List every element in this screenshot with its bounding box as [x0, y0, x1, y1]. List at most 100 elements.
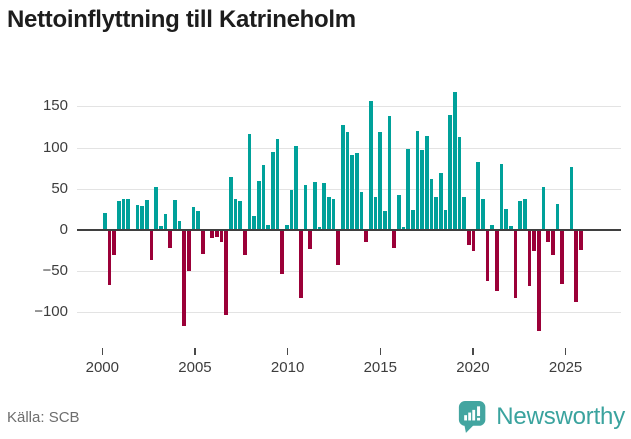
bar-2025q2	[574, 230, 579, 302]
bar-2002q2	[145, 199, 149, 230]
bar-2001q1	[121, 198, 126, 230]
bar-2017q1	[420, 150, 425, 230]
bar-2019q3	[467, 230, 471, 245]
bar-2003q4	[173, 199, 177, 230]
bar-2023q1	[532, 230, 537, 252]
bar-2014q3	[373, 197, 378, 230]
bar-2004q4	[191, 206, 196, 230]
bar-2004q3	[187, 230, 191, 272]
bar-2009q3	[280, 230, 285, 275]
bar-2014q2	[369, 100, 373, 230]
bar-2023q3	[541, 187, 546, 230]
x-tick	[194, 348, 196, 355]
bar-2016q1	[401, 226, 406, 230]
bar-2023q2	[537, 230, 541, 332]
y-axis-label: 100	[42, 138, 68, 156]
bar-2002q1	[140, 206, 145, 230]
bar-2010q2	[294, 146, 299, 230]
bar-2009q2	[275, 139, 280, 230]
bar-2019q2	[462, 197, 467, 230]
bar-2018q1	[439, 173, 443, 230]
x-axis-label: 2000	[85, 359, 119, 376]
bar-2012q3	[336, 230, 341, 265]
bar-2019q4	[471, 230, 476, 251]
bar-2005q2	[201, 230, 205, 254]
bar-2003q3	[168, 230, 173, 249]
x-tick	[101, 348, 104, 355]
gridline	[77, 312, 621, 314]
bar-2024q2	[555, 203, 560, 230]
bar-2013q3	[355, 153, 359, 230]
bar-2000q3	[112, 230, 117, 255]
bar-2014q4	[378, 132, 383, 230]
x-axis-label: 2005	[178, 359, 212, 376]
bar-2000q2	[107, 230, 112, 286]
bar-2004q1	[177, 220, 182, 230]
bar-2025q3	[579, 230, 583, 250]
bar-2010q1	[289, 190, 294, 230]
bar-2002q3	[149, 230, 154, 260]
bar-2002q4	[154, 187, 159, 230]
bar-2008q3	[261, 164, 266, 230]
bar-2012q4	[341, 124, 345, 230]
bar-2005q1	[196, 211, 201, 230]
bar-2009q4	[285, 225, 289, 230]
bar-2020q1	[476, 161, 481, 230]
bar-2010q4	[303, 184, 308, 230]
gridline	[77, 106, 621, 108]
bar-2021q1	[495, 230, 499, 291]
bar-2016q3	[411, 210, 415, 230]
y-axis-label: 50	[51, 179, 68, 197]
bar-2003q2	[163, 214, 168, 230]
bar-2000q1	[103, 212, 107, 230]
bar-2006q2	[219, 230, 224, 242]
bar-2018q4	[453, 91, 457, 230]
x-tick	[379, 348, 382, 355]
bar-2006q4	[229, 177, 233, 230]
bar-2007q3	[243, 230, 247, 255]
zero-axis-line	[77, 229, 621, 232]
bar-2024q3	[560, 230, 565, 284]
bar-2016q2	[406, 149, 411, 230]
x-tick	[564, 348, 567, 355]
bar-2011q4	[322, 183, 327, 230]
bar-2001q4	[135, 205, 140, 230]
y-axis-label: 0	[59, 221, 68, 238]
x-tick	[472, 348, 474, 355]
bar-2007q2	[238, 201, 243, 230]
bar-2009q1	[271, 151, 275, 230]
y-axis-label: −100	[34, 303, 68, 321]
bar-2015q2	[387, 116, 392, 230]
bar-2008q2	[257, 180, 261, 230]
bar-2001q2	[126, 198, 131, 230]
bar-2013q1	[345, 132, 350, 230]
bar-2011q3	[317, 226, 322, 230]
bar-2022q3	[523, 198, 527, 230]
bar-2022q4	[527, 230, 532, 286]
bar-2019q1	[457, 136, 462, 230]
bar-2012q1	[327, 197, 331, 230]
x-axis-label: 2010	[270, 359, 305, 376]
bar-2015q4	[397, 195, 401, 230]
bar-2006q3	[224, 230, 229, 315]
page-title: Nettoinflyttning till Katrineholm	[7, 6, 356, 33]
newsworthy-wordmark: Newsworthy	[496, 402, 625, 430]
bar-2011q2	[313, 182, 317, 230]
x-tick	[286, 348, 289, 355]
bar-2004q2	[182, 230, 187, 327]
bar-2021q3	[504, 208, 509, 230]
bar-2022q1	[513, 230, 518, 298]
bar-2011q1	[308, 230, 313, 249]
bar-2018q3	[448, 114, 453, 230]
bar-2015q3	[392, 230, 397, 249]
bar-2017q4	[434, 197, 439, 230]
source-note: Källa: SCB	[7, 409, 80, 426]
bar-2021q2	[499, 164, 504, 230]
bar-2020q2	[481, 198, 485, 230]
bar-2006q1	[215, 230, 219, 237]
bar-2023q4	[546, 230, 551, 242]
bar-2003q1	[159, 225, 163, 230]
bar-2017q3	[429, 178, 434, 230]
x-axis-label: 2015	[363, 359, 397, 376]
